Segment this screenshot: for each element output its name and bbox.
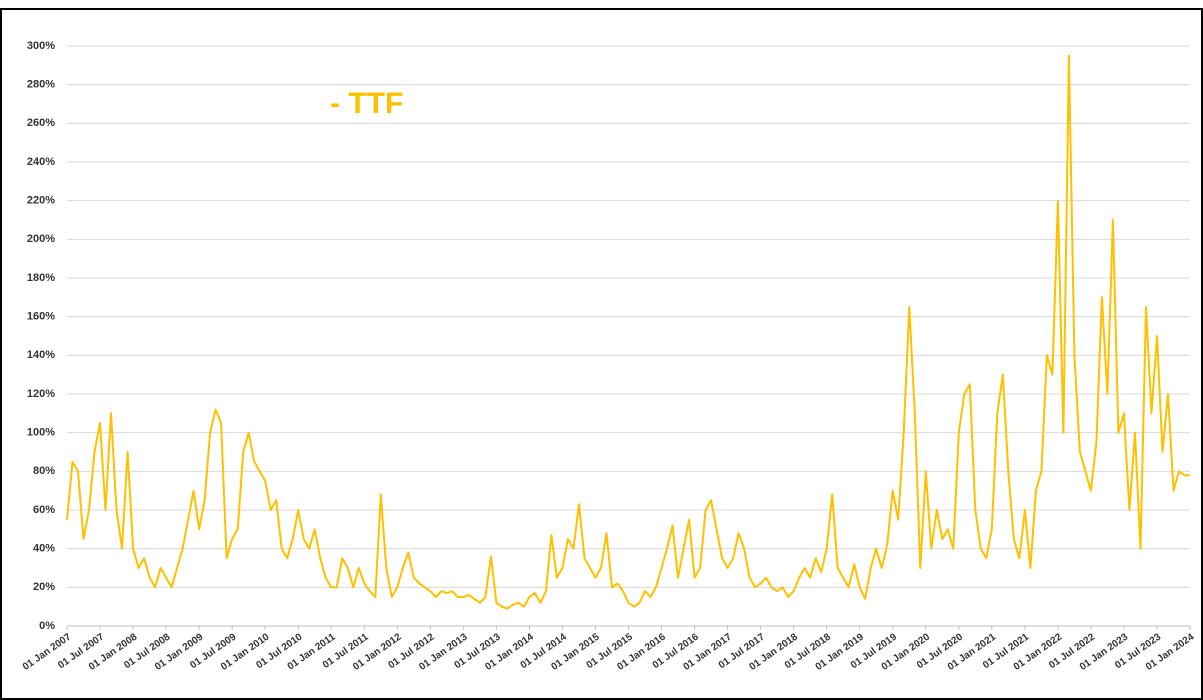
y-tick-label: 80% xyxy=(33,465,55,477)
y-tick-label: 280% xyxy=(27,79,55,91)
series-line xyxy=(66,54,1190,610)
y-tick-label: 300% xyxy=(27,40,55,52)
annotation: - TTF xyxy=(330,87,403,120)
y-tick-label: 220% xyxy=(27,195,55,207)
y-tick-label: 240% xyxy=(27,156,55,168)
frame xyxy=(0,8,1203,700)
y-tick-label: 260% xyxy=(27,117,55,129)
y-tick-label: 120% xyxy=(27,388,55,400)
y-tick-label: 0% xyxy=(39,620,55,632)
y-tick-label: 180% xyxy=(27,272,55,284)
y-tick-label: 200% xyxy=(27,233,55,245)
y-tick-label: 20% xyxy=(33,581,55,593)
y-tick-label: 140% xyxy=(27,349,55,361)
y-tick-label: 160% xyxy=(27,311,55,323)
y-tick-label: 40% xyxy=(33,543,55,555)
y-tick-label: 100% xyxy=(27,427,55,439)
y-tick-label: 60% xyxy=(33,504,55,516)
